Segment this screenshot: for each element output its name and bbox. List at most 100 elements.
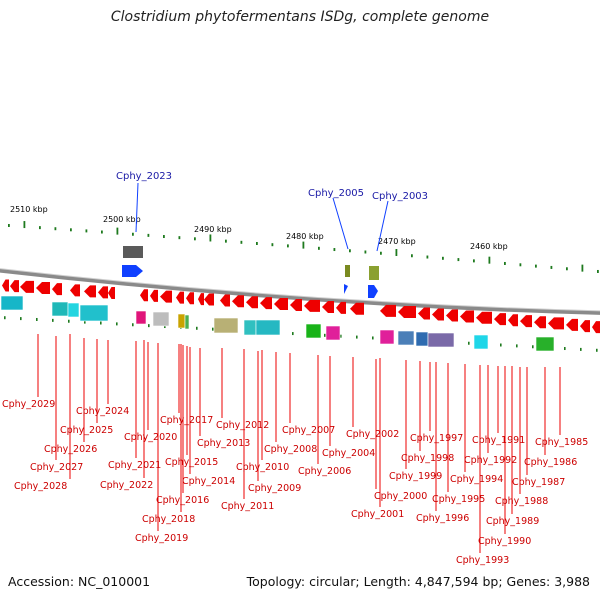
gene-arrow: [460, 310, 474, 323]
scale-tick: [581, 264, 584, 272]
gene-arrow: [336, 301, 346, 314]
scale-tick: [209, 234, 212, 242]
scale-tick: [535, 264, 537, 268]
lower-tick: [196, 326, 198, 330]
domain-box: [79, 304, 109, 322]
scale-tick: [504, 261, 506, 265]
scale-tick: [147, 233, 150, 237]
gene-label: Cphy_1993: [456, 555, 509, 566]
scale-tick: [364, 250, 367, 254]
gene-arrow: [204, 293, 214, 306]
gene-label: Cphy_2016: [156, 495, 209, 506]
lower-tick: [68, 319, 70, 323]
gene-arrow: [508, 314, 518, 327]
gene-label: Cphy_2028: [14, 481, 67, 492]
scale-tick: [302, 241, 305, 249]
domain-box: [177, 313, 186, 329]
lower-tick: [372, 336, 374, 340]
scale-tick: [380, 251, 382, 255]
scale-tick: [116, 227, 119, 235]
scale-tick: [70, 228, 72, 232]
domain-box: [255, 319, 281, 336]
lower-tick: [164, 325, 166, 329]
gene-arrow: [548, 317, 564, 330]
lower-tick: [340, 334, 342, 338]
gene-arrow: [494, 313, 506, 326]
gene-label: Cphy_2008: [264, 444, 317, 455]
kbp-label: 2510 kbp: [10, 205, 48, 214]
gene-arrow: [220, 294, 230, 307]
gene-arrow: [160, 290, 172, 303]
scale-tick: [426, 255, 429, 259]
lower-tick: [356, 335, 358, 339]
kbp-label: 2470 kbp: [378, 237, 416, 246]
scale-tick: [395, 248, 398, 256]
gene-arrow: [70, 284, 80, 297]
gene-label: Cphy_1997: [410, 433, 463, 444]
scale-tick: [287, 244, 289, 248]
scale-tick: [8, 223, 10, 227]
gene-arrow: [534, 316, 546, 329]
lower-tick: [116, 322, 118, 326]
gene-label: Cphy_2006: [298, 466, 351, 477]
gene-label: Cphy_2014: [182, 476, 235, 487]
gene-label: Cphy_2001: [351, 509, 404, 520]
gene-label: Cphy_2010: [236, 462, 289, 473]
gene-label: Cphy_2022: [100, 480, 153, 491]
scale-tick: [132, 232, 134, 236]
lower-tick: [596, 348, 598, 352]
scale-tick: [457, 258, 460, 262]
domain-box: [535, 336, 555, 352]
gene-arrow: [186, 292, 194, 305]
gene-label: Cphy_2026: [44, 444, 97, 455]
gene-label: Cphy_1987: [512, 477, 565, 488]
scale-labels: 2510 kbp 2500 kbp 2490 kbp 2480 kbp 2470 kbp…: [10, 205, 508, 251]
gene-arrow: [108, 287, 115, 300]
domain-box: [305, 323, 322, 339]
gene-arrow: [2, 279, 9, 292]
gene-label: Cphy_2011: [221, 501, 274, 512]
gene-label: Cphy_2009: [248, 483, 301, 494]
kbp-label: 2460 kbp: [470, 242, 508, 251]
lower-tick: [516, 344, 518, 348]
lower-tick: [4, 316, 6, 320]
lower-tick: [532, 345, 534, 349]
gene-arrow: [198, 293, 204, 306]
domain-box: [473, 334, 489, 350]
gene-label: Cphy_2021: [108, 460, 161, 471]
domain-box: [0, 295, 24, 311]
gene-label: Cphy_1994: [450, 474, 503, 485]
gene-arrow: [290, 298, 302, 311]
lower-tick: [468, 341, 470, 345]
gene-label: Cphy_1986: [524, 457, 577, 468]
gene-label: Cphy_2007: [282, 425, 335, 436]
scale-tick: [240, 240, 243, 244]
domain-box: [397, 330, 415, 346]
scale-tick: [519, 263, 522, 267]
lower-tick: [84, 320, 86, 324]
label-leader-lines: [37, 334, 561, 553]
kbp-label: 2500 kbp: [103, 215, 141, 224]
gene-labels: Cphy_2029 Cphy_2028 Cphy_2027 Cphy_2026 Cphy…: [2, 399, 588, 566]
highlight-leader-line: [376, 200, 389, 252]
gene-label: Cphy_1996: [416, 513, 469, 524]
gene-arrow: [432, 308, 444, 321]
gene-label: Cphy_2013: [197, 438, 250, 449]
gene-arrow: [20, 280, 34, 293]
gene-arrow: [304, 299, 320, 312]
gene-arrow: [566, 318, 578, 331]
gene-arrow: [84, 285, 96, 298]
scale-tick: [256, 241, 258, 245]
domain-box: [123, 246, 143, 258]
scale-tick: [225, 239, 227, 243]
domain-box: [51, 301, 69, 317]
gene-label: Cphy_2015: [165, 457, 218, 468]
domain-box: [67, 302, 80, 318]
scale-tick: [194, 237, 196, 241]
highlight-leader-line: [332, 197, 349, 250]
scale-tick: [318, 246, 320, 250]
scale-tick: [271, 243, 274, 247]
domain-box: [243, 319, 257, 336]
scale-tick: [101, 230, 103, 234]
kbp-label: 2490 kbp: [194, 225, 232, 234]
